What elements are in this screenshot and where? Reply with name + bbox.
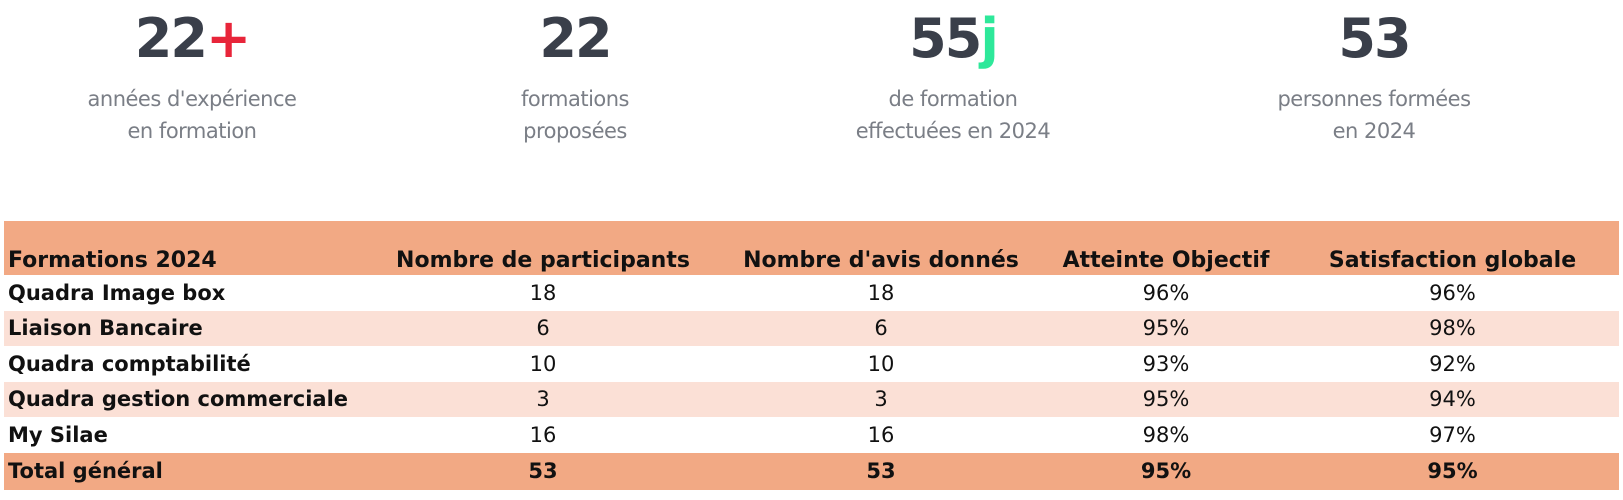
table-header-row: Formations 2024 Nombre de participants N… bbox=[4, 221, 1619, 275]
cell-objective: 98% bbox=[1142, 422, 1190, 447]
cell-satisfaction: 94% bbox=[1429, 387, 1476, 412]
cell-participants: 6 bbox=[536, 316, 550, 341]
total-participants: 53 bbox=[528, 459, 558, 483]
stat-label-line1: de formation bbox=[888, 87, 1018, 111]
table-row: Liaison Bancaire 6 6 95% 98% bbox=[4, 310, 1619, 346]
total-objective: 95% bbox=[1140, 459, 1192, 483]
cell-objective: 95% bbox=[1142, 387, 1190, 412]
cell-reviews: 6 bbox=[874, 316, 888, 341]
training-table-wrapper: Formations 2024 Nombre de participants N… bbox=[4, 221, 1619, 490]
cell-reviews: 10 bbox=[867, 351, 895, 376]
stat-label: de formation effectuées en 2024 bbox=[773, 83, 1133, 147]
cell-participants: 10 bbox=[529, 351, 557, 376]
cell-formation: Quadra Image box bbox=[8, 280, 226, 305]
cell-objective: 93% bbox=[1142, 351, 1190, 376]
table-row: Quadra Image box 18 18 96% 96% bbox=[4, 275, 1619, 311]
stat-value: 22 bbox=[134, 7, 208, 70]
stat-label-line1: années d'expérience bbox=[87, 87, 297, 111]
stat-number: 53 bbox=[1194, 4, 1554, 74]
cell-objective: 96% bbox=[1142, 280, 1190, 305]
total-satisfaction: 95% bbox=[1427, 459, 1478, 483]
stat-label-line1: personnes formées bbox=[1277, 87, 1471, 111]
stat-label-line2: proposées bbox=[523, 119, 627, 143]
cell-formation: My Silae bbox=[8, 422, 108, 447]
stat-suffix-plus: + bbox=[205, 7, 251, 70]
stat-label: formations proposées bbox=[395, 83, 755, 147]
stat-number: 22 bbox=[395, 4, 755, 74]
cell-satisfaction: 98% bbox=[1429, 316, 1476, 341]
cell-formation: Quadra comptabilité bbox=[8, 351, 251, 376]
cell-participants: 18 bbox=[529, 280, 557, 305]
header-reviews: Nombre d'avis donnés bbox=[743, 248, 1019, 273]
stat-label: personnes formées en 2024 bbox=[1194, 83, 1554, 147]
stat-label-line2: en 2024 bbox=[1332, 119, 1416, 143]
stats-section: 22+ années d'expérience en formation 22 … bbox=[0, 0, 1623, 170]
cell-reviews: 18 bbox=[867, 280, 895, 305]
table-row: My Silae 16 16 98% 97% bbox=[4, 417, 1619, 453]
stat-value: 55 bbox=[909, 7, 982, 70]
stat-number: 55j bbox=[773, 4, 1133, 74]
header-satisfaction: Satisfaction globale bbox=[1328, 248, 1577, 273]
cell-formation: Liaison Bancaire bbox=[8, 316, 203, 341]
stat-value: 53 bbox=[1338, 7, 1411, 70]
stat-label-line1: formations bbox=[521, 87, 630, 111]
table-total-row: Total général 53 53 95% 95% bbox=[4, 452, 1619, 490]
stat-value: 22 bbox=[539, 7, 612, 70]
cell-satisfaction: 92% bbox=[1429, 351, 1476, 376]
training-table: Formations 2024 Nombre de participants N… bbox=[4, 221, 1619, 490]
stat-label: années d'expérience en formation bbox=[12, 83, 372, 147]
cell-satisfaction: 96% bbox=[1429, 280, 1476, 305]
stat-suffix-j: j bbox=[980, 7, 998, 70]
cell-participants: 16 bbox=[529, 422, 557, 447]
total-reviews: 53 bbox=[866, 459, 896, 483]
header-objective: Atteinte Objectif bbox=[1062, 248, 1270, 273]
table-row: Quadra comptabilité 10 10 93% 92% bbox=[4, 346, 1619, 382]
cell-participants: 3 bbox=[536, 387, 550, 412]
header-participants: Nombre de participants bbox=[396, 248, 690, 273]
stat-label-line2: en formation bbox=[127, 119, 257, 143]
cell-formation: Quadra gestion commerciale bbox=[8, 387, 349, 412]
cell-reviews: 3 bbox=[874, 387, 888, 412]
stat-number: 22+ bbox=[12, 4, 372, 74]
table-row: Quadra gestion commerciale 3 3 95% 94% bbox=[4, 381, 1619, 417]
cell-objective: 95% bbox=[1142, 316, 1190, 341]
total-label: Total général bbox=[8, 459, 163, 483]
cell-reviews: 16 bbox=[867, 422, 895, 447]
header-formations: Formations 2024 bbox=[8, 248, 217, 273]
cell-satisfaction: 97% bbox=[1429, 422, 1476, 447]
stat-label-line2: effectuées en 2024 bbox=[855, 119, 1051, 143]
